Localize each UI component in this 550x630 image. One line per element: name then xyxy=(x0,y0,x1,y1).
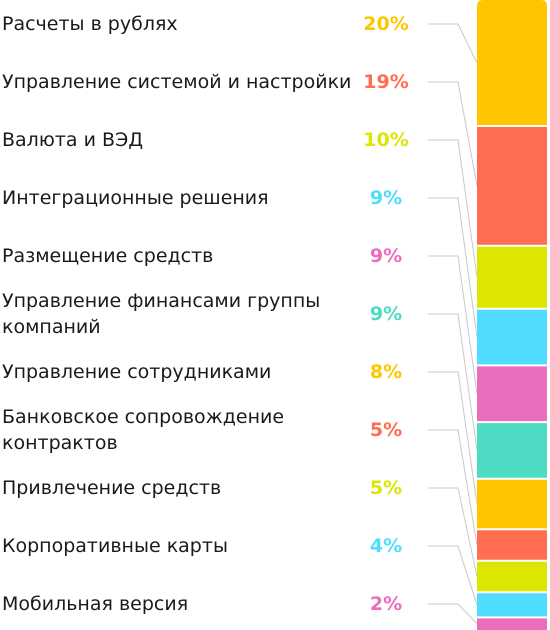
connector-line-7 xyxy=(428,429,478,546)
category-label-4: Размещение средств xyxy=(2,245,214,267)
category-label-8: Привлечение средств xyxy=(2,477,222,499)
category-label-3: Интеграционные решения xyxy=(2,187,269,209)
connector-line-6 xyxy=(428,371,478,505)
value-label-9: 4% xyxy=(369,535,403,557)
bar-segment-10 xyxy=(477,617,547,630)
bar-segment-1 xyxy=(477,126,547,246)
value-label-0: 20% xyxy=(363,13,409,35)
value-label-10: 2% xyxy=(369,593,403,615)
value-label-3: 9% xyxy=(369,187,403,209)
connector-line-0 xyxy=(428,23,478,64)
value-label-7: 5% xyxy=(369,419,403,441)
connector-line-2 xyxy=(428,139,478,278)
category-label-0: Расчеты в рублях xyxy=(2,13,178,35)
value-label-1: 19% xyxy=(363,71,409,93)
bar-segment-6 xyxy=(477,478,547,530)
category-label-9: Корпоративные карты xyxy=(2,535,228,557)
connector-line-1 xyxy=(428,81,478,186)
bar-segment-2 xyxy=(477,245,547,309)
bar-segment-8 xyxy=(477,560,547,593)
connector-line-10 xyxy=(428,603,478,625)
bar-segment-0 xyxy=(477,0,547,126)
connector-line-4 xyxy=(428,255,478,394)
value-label-8: 5% xyxy=(369,477,403,499)
connector-line-3 xyxy=(428,197,478,338)
value-label-4: 9% xyxy=(369,245,403,267)
value-label-5: 9% xyxy=(369,303,403,325)
category-label-7: Банковское сопровождение контрактов xyxy=(2,406,285,454)
category-label-1: Управление системой и настройки xyxy=(2,71,352,93)
connector-line-9 xyxy=(428,545,478,605)
category-label-6: Управление сотрудниками xyxy=(2,361,272,383)
bar-segment-7 xyxy=(477,529,547,561)
bar-segment-4 xyxy=(477,365,547,423)
bar-segment-9 xyxy=(477,592,547,618)
bar-segment-5 xyxy=(477,422,547,479)
category-label-10: Мобильная версия xyxy=(2,593,189,615)
connector-line-8 xyxy=(428,487,478,577)
value-label-6: 8% xyxy=(369,361,403,383)
bar-segment-3 xyxy=(477,308,547,366)
category-label-5: Управление финансами группы компаний xyxy=(2,290,321,338)
category-label-2: Валюта и ВЭД xyxy=(2,129,144,151)
connector-line-5 xyxy=(428,313,478,451)
value-label-2: 10% xyxy=(363,129,409,151)
